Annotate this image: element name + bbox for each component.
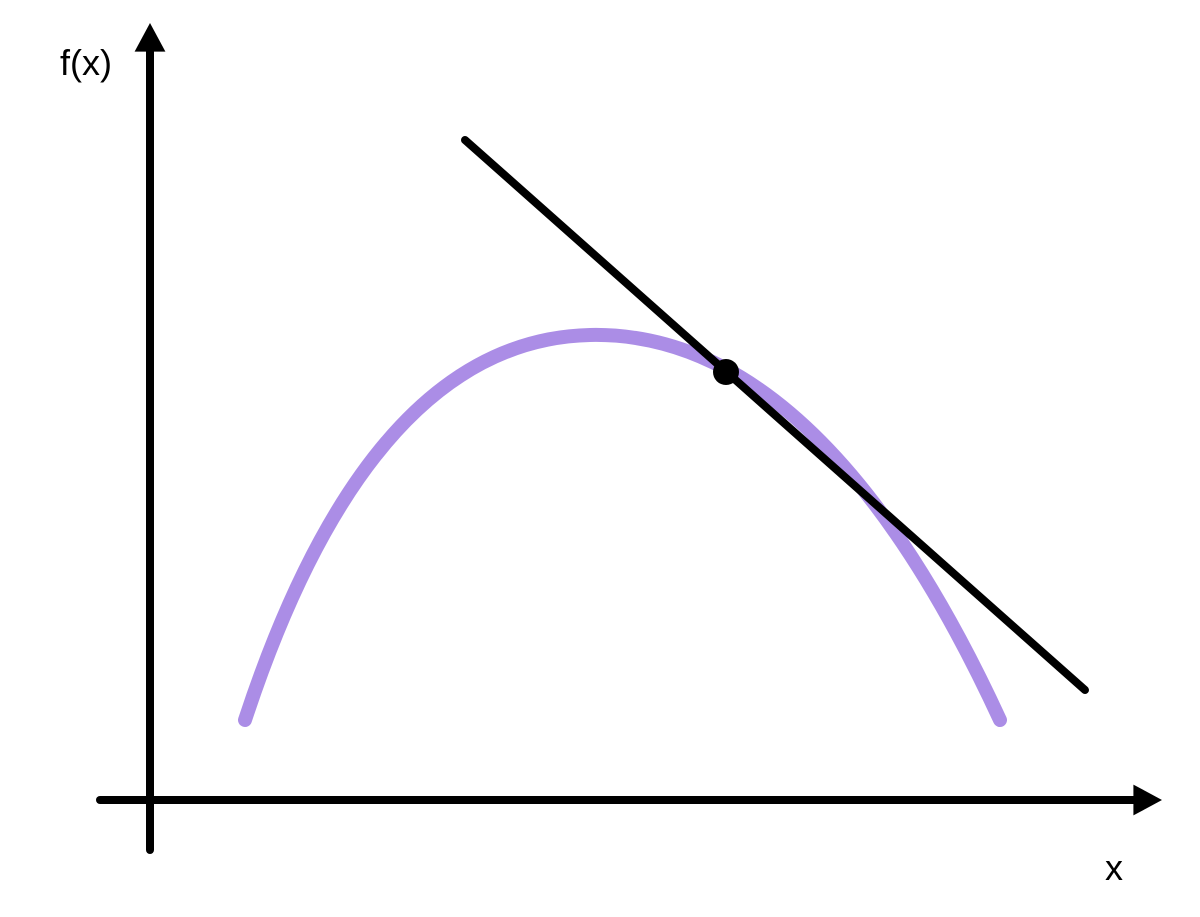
concave-curve (245, 335, 1000, 720)
tangent-line (465, 140, 1085, 690)
x-axis-label: x (1105, 847, 1123, 888)
x-axis-arrowhead-icon (1133, 785, 1162, 816)
chart-svg: f(x) x (0, 0, 1200, 917)
chart-container: f(x) x (0, 0, 1200, 917)
y-axis-label: f(x) (60, 42, 112, 83)
y-axis-arrowhead-icon (135, 23, 166, 52)
tangent-point-icon (713, 359, 739, 385)
